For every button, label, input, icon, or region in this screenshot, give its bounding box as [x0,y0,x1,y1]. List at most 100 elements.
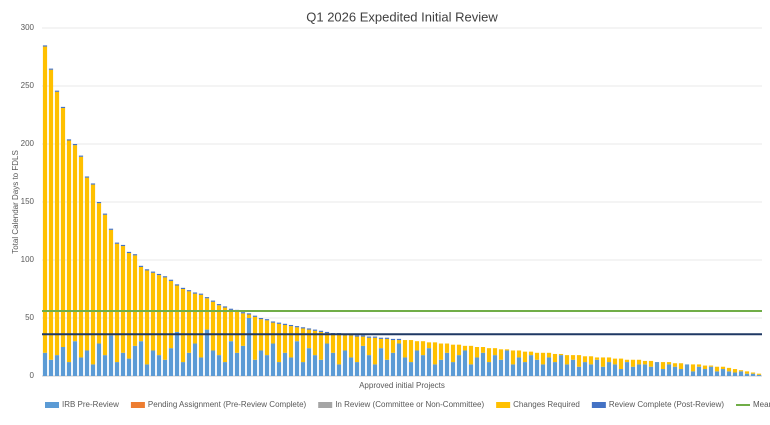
bar-segment [672,366,678,376]
bar-segment [264,320,270,356]
bar-segment [180,287,186,289]
bar-segment [456,355,462,376]
bar-segment [522,362,528,376]
y-tick-label: 200 [21,139,35,148]
bar-segment [624,359,630,363]
bar-segment [516,350,522,358]
bar-segment [432,364,438,376]
bar-segment [174,284,180,286]
bar-segment [270,322,276,344]
bar-segment [576,366,582,376]
bar-segment [282,352,288,376]
bar-segment [162,276,168,278]
bar-segment [462,345,468,351]
bar-segment [270,321,276,323]
bar-segment [438,343,444,360]
bar-segment [354,336,360,363]
bar-segment [264,319,270,321]
bar-segment [174,331,180,376]
bar-segment [336,334,342,365]
bar-segment [258,318,264,320]
bar-segment [108,335,114,376]
bar-segment [72,144,78,146]
bar-segment [480,352,486,376]
bar-segment [48,359,54,376]
bar-segment [108,228,114,230]
bar-segment [270,343,276,376]
bar-segment [84,177,90,351]
bar-segment [540,352,546,365]
bar-segment [276,323,282,363]
bar-segment [264,355,270,376]
bar-segment [456,344,462,356]
legend-swatch [591,402,606,408]
bar-segment [396,340,402,344]
bar-segment [228,341,234,376]
bar-segment [168,280,174,349]
bar-segment [612,358,618,365]
bar-segment [678,363,684,370]
bar-segment [444,352,450,376]
bar-segment [552,353,558,363]
bar-segment [708,365,714,367]
bar-segment [588,356,594,365]
bar-segment [72,145,78,342]
bar-segment [114,362,120,376]
bar-segment [324,343,330,376]
bar-segment [378,348,384,376]
bar-segment [246,318,252,376]
bar-segment [618,369,624,376]
bar-segment [516,357,522,376]
legend-swatch [45,402,59,408]
bar-segment [78,357,84,376]
bar-segment [204,297,210,299]
bar-segment [192,293,198,344]
bar-segment [450,362,456,376]
bar-segment [408,340,414,363]
bar-segment [732,369,738,373]
bar-segment [738,371,744,376]
bar-segment [126,358,132,376]
y-tick-label: 100 [21,255,35,264]
bar-segment [426,348,432,376]
bar-segment [348,357,354,376]
bar-segment [480,347,486,353]
bar-segment [186,291,192,353]
bar-segment [162,359,168,376]
bar-segment [132,345,138,376]
bar-segment [198,357,204,376]
bar-segment [210,301,216,351]
bar-segment [390,340,396,353]
bar-segment [306,329,312,349]
bar-segment [138,265,144,267]
bar-segment [750,373,756,376]
bar-segment [588,364,594,376]
bar-segment [636,364,642,376]
bar-segment [300,328,306,363]
bar-segment [96,343,102,376]
bar-segment [510,364,516,376]
bar-segment [72,341,78,376]
bar-segment [324,331,330,334]
bar-segment [504,349,510,351]
bar-segment [60,106,66,109]
bar-segment [96,203,102,344]
bar-segment [660,362,666,370]
bar-segment [246,313,252,315]
bar-segment [462,350,468,376]
bar-segment [534,352,540,360]
bar-segment [390,352,396,376]
bar-segment [84,176,90,178]
bar-segment [60,108,66,347]
bar-segment [240,345,246,376]
y-tick-label: 150 [21,197,35,206]
bar-segment [366,355,372,376]
bar-segment [570,359,576,376]
bar-segment [348,335,354,358]
bar-segment [366,337,372,356]
bar-segment [726,371,732,376]
bar-segment [132,255,138,346]
bar-segment [384,359,390,376]
bar-segment [102,214,108,356]
bar-segment [378,337,384,339]
